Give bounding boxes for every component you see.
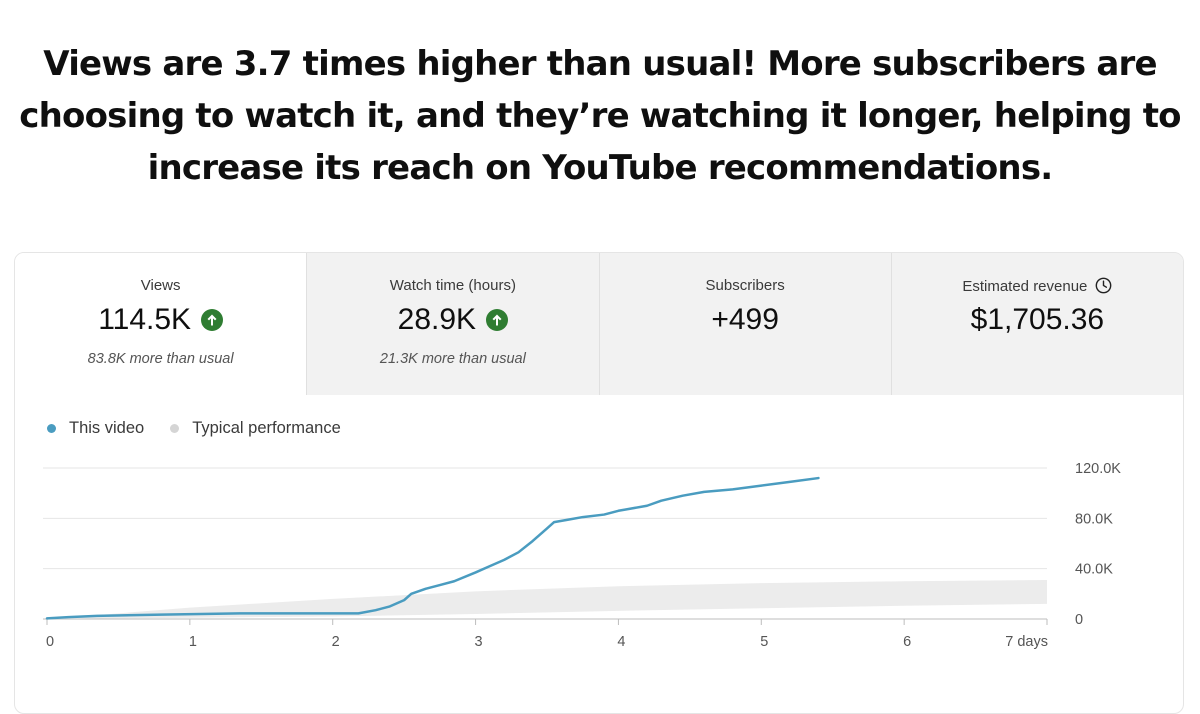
y-tick-label: 80.0K — [1075, 511, 1113, 527]
arrow-up-circle-icon — [486, 309, 509, 331]
metric-tabs: Views 114.5K 83.8K more than usual Watch… — [15, 253, 1183, 395]
legend-item-typical-performance[interactable]: Typical performance — [170, 419, 341, 438]
metric-label: Watch time (hours) — [389, 277, 516, 294]
analytics-card: Views 114.5K 83.8K more than usual Watch… — [14, 252, 1184, 714]
x-tick-label: 0 — [46, 634, 54, 650]
legend-label: Typical performance — [192, 419, 341, 437]
x-tick-label: 3 — [475, 634, 483, 650]
arrow-up-circle-icon — [201, 309, 224, 331]
y-tick-label: 120.0K — [1075, 461, 1121, 477]
metric-tab-subscribers[interactable]: Subscribers +499 — [599, 253, 892, 395]
metric-value: +499 — [711, 303, 779, 336]
metric-value: 114.5K — [98, 303, 192, 336]
legend-dot-icon — [170, 424, 180, 433]
x-tick-label: 1 — [189, 634, 197, 650]
insight-headline: Views are 3.7 times higher than usual! M… — [0, 38, 1200, 194]
metric-value-row: 114.5K — [15, 303, 306, 337]
metric-value-row: $1,705.36 — [892, 303, 1183, 337]
metric-comparison: 83.8K more than usual — [87, 351, 234, 367]
headline-line-1: Views are 3.7 times higher than usual! M… — [43, 44, 1157, 84]
x-tick-label: 5 — [760, 634, 768, 650]
metric-tab-views[interactable]: Views 114.5K 83.8K more than usual — [15, 253, 308, 395]
x-tick-label: 6 — [903, 634, 911, 650]
metric-tab-watch-time[interactable]: Watch time (hours) 28.9K 21.3K more than… — [307, 253, 600, 395]
chart-legend: This video Typical performance — [47, 419, 341, 438]
legend-label: This video — [69, 419, 145, 437]
y-tick-label: 0 — [1075, 612, 1083, 628]
metric-value: 28.9K — [397, 303, 477, 336]
headline-line-3: increase its reach on YouTube recommenda… — [147, 148, 1054, 188]
metric-label: Views — [140, 277, 181, 294]
clock-icon[interactable] — [1095, 277, 1112, 294]
this-video-line — [45, 476, 820, 620]
legend-dot-icon — [47, 424, 56, 433]
metric-comparison: 21.3K more than usual — [379, 351, 526, 367]
metric-label: Subscribers — [705, 277, 785, 294]
metric-value-row: 28.9K — [307, 303, 598, 337]
metric-tab-estimated-revenue[interactable]: Estimated revenue $1,705.36 — [891, 253, 1183, 395]
x-tick-label: 4 — [617, 634, 625, 650]
headline-line-2: choosing to watch it, and they’re watchi… — [19, 96, 1181, 136]
y-tick-label: 40.0K — [1075, 562, 1113, 578]
metric-label-text: Estimated revenue — [962, 278, 1088, 295]
x-tick-label: 2 — [332, 634, 340, 650]
metric-label: Estimated revenue — [892, 277, 1183, 295]
metric-value-row: +499 — [600, 303, 891, 337]
typical-performance-band — [47, 579, 1047, 619]
metric-value: $1,705.36 — [970, 303, 1105, 336]
views-chart: 120.0K 80.0K 40.0K 0 0 1 2 3 4 5 6 7 days — [43, 461, 1121, 650]
legend-item-this-video[interactable]: This video — [47, 419, 144, 438]
x-tick-label: 7 days — [1005, 634, 1048, 650]
